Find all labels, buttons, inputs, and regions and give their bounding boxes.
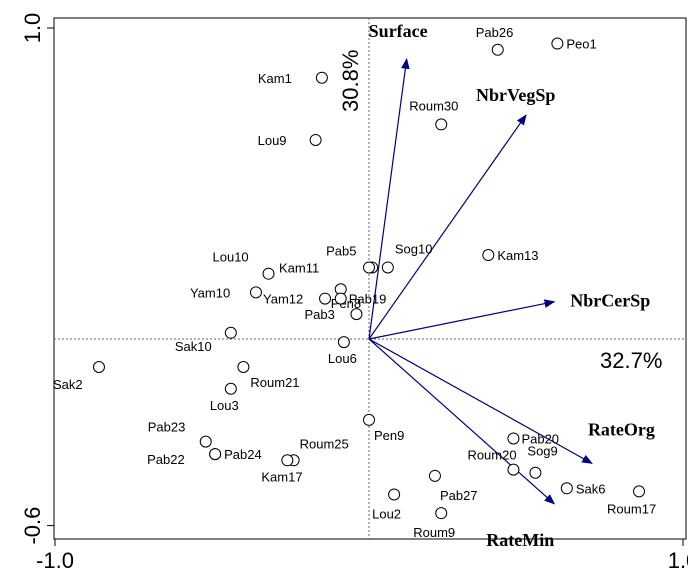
sample-point	[529, 466, 542, 479]
vector-label: NbrVegSp	[476, 85, 555, 105]
sample-point	[309, 133, 322, 146]
sample-point	[551, 37, 564, 50]
sample-point-label: Lou10	[213, 250, 249, 265]
sample-point-label: Lou2	[372, 507, 401, 522]
sample-point	[363, 413, 375, 426]
sample-point-label: Kam17	[261, 469, 302, 484]
sample-point	[381, 261, 394, 274]
sample-point-label: Pab23	[148, 420, 186, 435]
x-tick-label: -1.0	[36, 548, 74, 573]
sample-point-label: Kam11	[279, 260, 319, 275]
sample-point	[224, 382, 237, 395]
sample-point	[428, 469, 441, 482]
sample-point-label: Pab24	[224, 447, 262, 462]
sample-point-label: Yam10	[190, 285, 230, 300]
sample-point-label: Roum20	[467, 448, 516, 463]
x-tick-label: 1.0	[668, 548, 688, 573]
vector-arrow	[368, 58, 410, 340]
axis-ticks: -1.0 1.0 -0.6 1.0	[20, 13, 688, 573]
vector-arrow	[368, 338, 593, 464]
sample-point	[281, 454, 294, 467]
vector-label: NbrCerSp	[570, 291, 650, 311]
vector-arrow	[368, 338, 556, 505]
sample-point-label: Roum17	[607, 501, 656, 516]
vector-arrow	[368, 114, 527, 340]
sample-point-label: Roum9	[413, 525, 455, 540]
sample-point	[92, 360, 105, 373]
sample-point	[315, 71, 328, 84]
sample-point	[237, 360, 250, 373]
sample-point	[482, 249, 495, 262]
sample-point-label: Kam13	[497, 248, 538, 263]
sample-point	[363, 261, 375, 274]
sample-point	[224, 326, 237, 339]
sample-point-label: Sak10	[175, 339, 212, 354]
sample-point-label: Pab5	[326, 243, 356, 258]
sample-point	[633, 485, 646, 498]
sample-point-label: Pen9	[374, 428, 404, 443]
sample-point-label: Lou9	[258, 133, 287, 148]
sample-point-label: Roum21	[250, 375, 299, 390]
sample-point-label: Yam12	[263, 292, 303, 307]
sample-point	[560, 482, 573, 495]
sample-point-label: Roum25	[300, 436, 349, 451]
sample-point-label: Sog9	[527, 444, 557, 459]
axis1-percent-label: 32.7%	[600, 348, 662, 373]
sample-point-label: Kam1	[258, 71, 292, 86]
sample-point-label: Pab22	[147, 452, 185, 467]
sample-point	[337, 336, 350, 349]
vector-label: RateMin	[486, 530, 554, 550]
sample-point	[350, 308, 363, 321]
sample-point	[249, 286, 262, 299]
vectors-layer: Surface NbrVegSp NbrCerSp RateOrg RateMin	[368, 21, 655, 550]
sample-point-label: Lou6	[328, 351, 357, 366]
sample-point-label: Pab27	[440, 488, 478, 503]
sample-point-label: Sak6	[576, 481, 606, 496]
axis2-percent-label: 30.8%	[338, 50, 363, 112]
sample-point	[507, 432, 520, 445]
sample-point	[435, 118, 448, 131]
plot-frame	[53, 17, 687, 540]
vector-arrow	[368, 299, 556, 340]
y-tick-label: -0.6	[20, 507, 45, 545]
sample-point	[388, 488, 401, 501]
sample-point	[334, 292, 347, 305]
vector-label: RateOrg	[588, 419, 655, 439]
y-tick-label: 1.0	[20, 13, 45, 44]
sample-point-label: Pab3	[304, 307, 334, 322]
sample-point-label: Sak2	[53, 377, 83, 392]
sample-point-label: Roum30	[409, 98, 458, 113]
sample-point-label: Sog10	[395, 241, 433, 256]
sample-point	[491, 43, 504, 56]
sample-point-label: Pab19	[349, 292, 387, 307]
sample-point-label: Peo1	[566, 37, 596, 52]
sample-point	[199, 435, 212, 448]
sample-point-label: Pab20	[521, 432, 559, 447]
points-layer: Kam1 Lou9 Pab26 Peo1 Roum30 Kam13 Sog10 Pab5 Lou…	[53, 25, 656, 540]
vector-label: Surface	[369, 21, 428, 41]
sample-point	[507, 463, 520, 476]
sample-point-label: Pab26	[476, 25, 514, 40]
sample-point	[209, 448, 222, 461]
sample-point-label: Lou3	[210, 398, 239, 413]
sample-point	[319, 292, 332, 305]
sample-point	[262, 267, 275, 280]
sample-point	[435, 507, 448, 520]
